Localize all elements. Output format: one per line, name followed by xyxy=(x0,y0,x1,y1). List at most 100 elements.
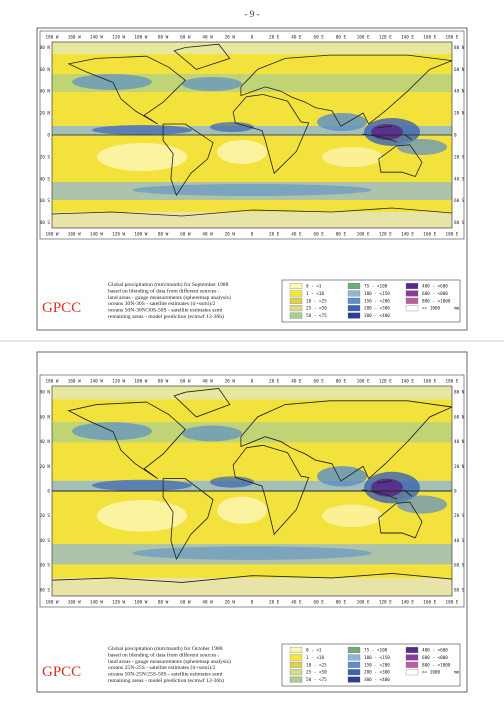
longitude-label: 60 W xyxy=(180,600,191,606)
longitude-label: 120 E xyxy=(379,379,392,385)
map-border xyxy=(51,41,453,229)
latitude-label: 80 S xyxy=(454,587,465,593)
legend-swatch xyxy=(405,290,419,297)
gpcc-logo: GPCC xyxy=(42,300,81,316)
latitude-label: 20 S xyxy=(40,513,51,519)
longitude-label: 0 xyxy=(251,232,254,238)
longitude-label: 20 W xyxy=(225,379,236,385)
longitude-label: 180 W xyxy=(46,232,59,238)
latitude-label: 40 S xyxy=(454,176,465,182)
longitude-label: 0 xyxy=(251,35,254,41)
latitude-label: 20 S xyxy=(40,154,51,160)
longitude-label: 160 E xyxy=(423,379,436,385)
longitude-label: 80 E xyxy=(336,35,347,41)
longitude-label: 80 E xyxy=(336,232,347,238)
latitude-label: 20 N xyxy=(454,111,465,117)
legend-box xyxy=(281,279,461,323)
legend-swatch xyxy=(405,305,419,312)
caption-line: land areas - gauge measurements (spherem… xyxy=(108,294,231,301)
legend-unit: mm xyxy=(454,671,460,676)
longitude-label: 180 W xyxy=(46,35,59,41)
longitude-label: 20 W xyxy=(225,232,236,238)
latitude-label: 80 S xyxy=(454,220,465,226)
longitude-label: 140 W xyxy=(90,379,103,385)
longitude-label: 160 W xyxy=(68,379,81,385)
latitude-label: 60 S xyxy=(454,198,465,204)
longitude-label: 20 E xyxy=(269,600,280,606)
longitude-label: 100 W xyxy=(134,379,147,385)
map-border xyxy=(51,385,453,597)
legend-swatch xyxy=(405,297,419,304)
gpcc-logo: GPCC xyxy=(42,664,81,680)
longitude-label: 120 W xyxy=(112,379,125,385)
latitude-label: 80 S xyxy=(40,587,51,593)
longitude-label: 80 W xyxy=(158,379,169,385)
legend-swatch xyxy=(347,647,361,653)
longitude-label: 60 E xyxy=(313,232,324,238)
legend-label: 400 - <600 xyxy=(422,284,448,290)
legend-swatch xyxy=(289,676,303,683)
legend-swatch xyxy=(347,297,361,304)
legend-swatch xyxy=(347,669,361,676)
longitude-label: 100 E xyxy=(357,600,370,606)
legend-label: 150 - <200 xyxy=(364,662,390,668)
longitude-label: 60 E xyxy=(313,600,324,606)
caption-line: oceans 25N-25S - satellite estimates (ir… xyxy=(108,664,216,671)
longitude-label: 160 W xyxy=(68,35,81,41)
legend-swatch xyxy=(347,290,361,297)
latitude-label: 60 N xyxy=(40,67,51,73)
longitude-label: 160 W xyxy=(68,232,81,238)
legend-label: >= 1000 xyxy=(422,306,441,312)
longitude-label: 80 W xyxy=(158,600,169,606)
longitude-label: 100 W xyxy=(134,600,147,606)
longitude-label: 180 E xyxy=(446,379,459,385)
legend-box xyxy=(281,643,461,687)
latitude-label: 60 N xyxy=(454,67,465,73)
longitude-label: 100 W xyxy=(134,232,147,238)
legend-label: 1 - <10 xyxy=(306,655,325,661)
legend-label: 10 - <25 xyxy=(306,662,327,668)
longitude-label: 40 W xyxy=(202,600,213,606)
legend-swatch xyxy=(347,305,361,312)
longitude-label: 100 E xyxy=(357,232,370,238)
longitude-label: 20 E xyxy=(269,232,280,238)
legend-label: 150 - <200 xyxy=(364,298,390,304)
longitude-label: 20 W xyxy=(225,35,236,41)
legend-label: 0 - <1 xyxy=(306,648,322,654)
latitude-label: 20 S xyxy=(454,513,465,519)
legend-label: 0 - <1 xyxy=(306,284,322,290)
longitude-label: 40 W xyxy=(202,35,213,41)
precipitation-map xyxy=(51,385,453,597)
latitude-label: 80 N xyxy=(454,390,465,396)
caption-line: based on blending of data from different… xyxy=(108,651,220,658)
legend-swatch xyxy=(347,312,361,319)
longitude-label: 180 W xyxy=(46,379,59,385)
latitude-label: 20 N xyxy=(454,464,465,470)
panel-frame xyxy=(36,351,468,693)
latitude-label: 80 S xyxy=(40,220,51,226)
legend-label: 1 - <10 xyxy=(306,291,325,297)
longitude-label: 140 E xyxy=(401,379,414,385)
latitude-label: 60 S xyxy=(40,198,51,204)
longitude-label: 80 E xyxy=(336,600,347,606)
legend-label: 200 - <300 xyxy=(364,306,390,312)
caption-line: based on blending of data from different… xyxy=(108,287,220,294)
longitude-label: 120 W xyxy=(112,600,125,606)
legend-swatch xyxy=(405,283,419,289)
legend-label: 200 - <300 xyxy=(364,670,390,676)
panel-frame xyxy=(36,27,468,331)
legend-label: 25 - <50 xyxy=(306,306,327,312)
latitude-label: 60 S xyxy=(40,563,51,569)
legend-label: 10 - <25 xyxy=(306,298,327,304)
latitude-label: 40 S xyxy=(40,538,51,544)
longitude-label: 160 E xyxy=(423,35,436,41)
legend-label: >= 1000 xyxy=(422,670,441,676)
precipitation-map xyxy=(51,41,453,229)
legend-label: 800 - <1000 xyxy=(422,662,451,668)
legend-label: 300 - <400 xyxy=(364,677,390,683)
longitude-label: 140 W xyxy=(90,600,103,606)
longitude-label: 60 W xyxy=(180,232,191,238)
caption-line: Global precipitation (mm/month) for Sept… xyxy=(108,281,229,288)
longitude-label: 40 E xyxy=(291,35,302,41)
latitude-label: 60 S xyxy=(454,563,465,569)
